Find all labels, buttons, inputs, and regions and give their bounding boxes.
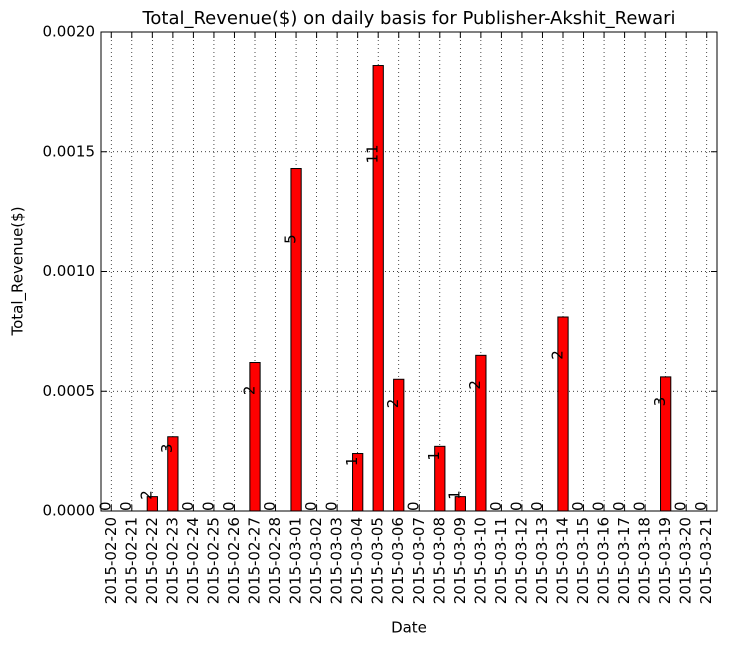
chart-title: Total_Revenue($) on daily basis for Publ…: [141, 8, 675, 29]
bar-count-label: 0: [179, 501, 197, 511]
bar-count-label: 0: [117, 501, 135, 511]
bar-count-label: 0: [507, 501, 525, 511]
bar-count-label: 1: [446, 490, 464, 500]
x-tick-label: 2015-03-16: [595, 517, 613, 604]
bar: [290, 168, 302, 512]
bar-count-label: 0: [631, 501, 649, 511]
bar-count-label: 0: [405, 501, 423, 511]
plot-frame: [100, 31, 718, 512]
bar: [372, 65, 384, 512]
bar-count-label: 2: [384, 399, 402, 409]
x-tick-label: 2015-03-06: [389, 517, 407, 604]
bar-count-label: 0: [261, 501, 279, 511]
x-tick-label: 2015-03-18: [636, 517, 654, 604]
x-axis-label: Date: [391, 619, 427, 637]
y-tick-label: 0.0005: [43, 382, 96, 400]
y-tick-label: 0.0010: [43, 262, 96, 280]
bar-count-label: 2: [138, 490, 156, 500]
x-tick-label: 2015-02-27: [246, 517, 264, 604]
x-tick-label: 2015-02-25: [204, 517, 222, 604]
bar-count-label: 2: [548, 350, 566, 360]
x-tick-label: 2015-02-20: [102, 517, 120, 604]
x-tick-label: 2015-03-02: [307, 517, 325, 604]
bar-count-label: 3: [651, 397, 669, 407]
y-tick-label: 0.0015: [43, 142, 96, 160]
bar-count-label: 1: [425, 451, 443, 461]
bar-count-label: 0: [528, 501, 546, 511]
x-tick-label: 2015-02-26: [225, 517, 243, 604]
bar-count-label: 0: [692, 501, 710, 511]
bar-count-label: 0: [97, 501, 115, 511]
bar-count-label: 2: [466, 380, 484, 390]
x-tick-label: 2015-02-28: [266, 517, 284, 604]
bar: [557, 316, 569, 512]
x-tick-label: 2015-03-13: [533, 517, 551, 604]
x-tick-label: 2015-03-17: [615, 517, 633, 604]
bar-count-label: 0: [487, 501, 505, 511]
x-tick-label: 2015-03-04: [348, 517, 366, 604]
bar-count-label: 11: [364, 144, 382, 163]
bar-count-label: 0: [589, 501, 607, 511]
bar: [249, 362, 261, 512]
x-tick-label: 2015-03-08: [430, 517, 448, 604]
x-tick-label: 2015-03-14: [554, 517, 572, 604]
x-tick-label: 2015-03-21: [697, 517, 715, 604]
x-tick-label: 2015-03-20: [677, 517, 695, 604]
x-tick-label: 2015-02-21: [122, 517, 140, 604]
x-tick-label: 2015-03-12: [512, 517, 530, 604]
x-tick-label: 2015-02-23: [163, 517, 181, 604]
y-axis-label: Total_Revenue($): [9, 206, 28, 336]
x-tick-label: 2015-03-07: [410, 517, 428, 604]
x-tick-label: 2015-03-05: [369, 517, 387, 604]
bar-count-label: 0: [569, 501, 587, 511]
x-tick-label: 2015-03-01: [287, 517, 305, 604]
x-tick-label: 2015-03-11: [492, 517, 510, 604]
bar-count-label: 0: [199, 501, 217, 511]
x-tick-label: 2015-03-15: [574, 517, 592, 604]
bar: [475, 354, 487, 512]
bar-count-label: 0: [220, 501, 238, 511]
bar-count-label: 3: [158, 444, 176, 454]
x-tick-label: 2015-03-03: [328, 517, 346, 604]
y-tick-label: 0.0020: [43, 23, 96, 41]
x-tick-label: 2015-03-10: [471, 517, 489, 604]
x-tick-label: 2015-02-22: [143, 517, 161, 604]
y-tick-label: 0.0000: [43, 502, 96, 520]
bar-count-label: 0: [672, 501, 690, 511]
bar-count-label: 0: [302, 501, 320, 511]
bar-count-label: 0: [323, 501, 341, 511]
x-tick-label: 2015-02-24: [184, 517, 202, 604]
bar-count-label: 2: [240, 386, 258, 396]
bar-count-label: 5: [281, 234, 299, 244]
x-tick-label: 2015-03-09: [451, 517, 469, 604]
bar-count-label: 0: [610, 501, 628, 511]
bar-count-label: 1: [343, 457, 361, 467]
x-tick-label: 2015-03-19: [656, 517, 674, 604]
